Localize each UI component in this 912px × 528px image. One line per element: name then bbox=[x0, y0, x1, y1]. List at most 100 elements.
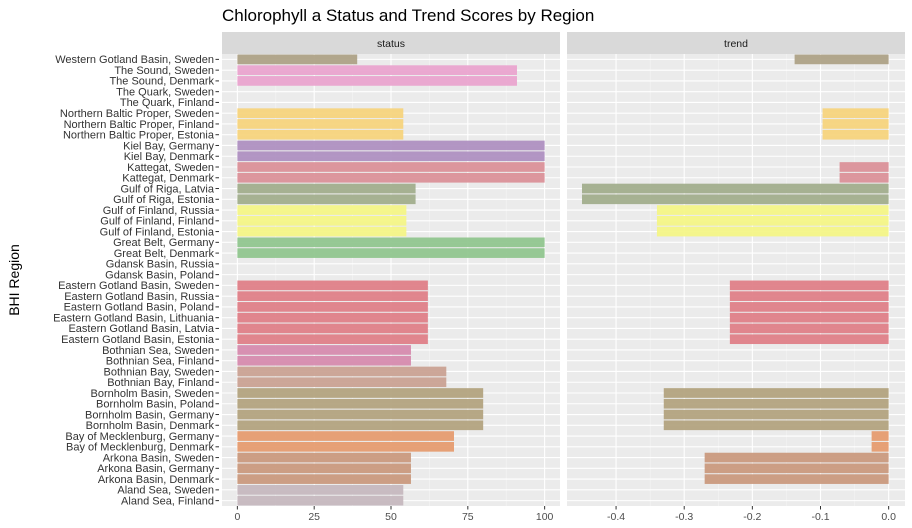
bar bbox=[729, 334, 889, 345]
bar bbox=[237, 345, 411, 355]
y-tick-label: Gulf of Finland, Finland bbox=[100, 216, 214, 228]
bar bbox=[822, 119, 889, 129]
bar bbox=[237, 215, 407, 226]
y-tick-label: The Quark, Sweden bbox=[116, 86, 214, 98]
y-tick-label: Gdansk Basin, Russia bbox=[106, 259, 215, 271]
panel-strip bbox=[567, 32, 905, 54]
y-tick-label: Kattegat, Denmark bbox=[122, 173, 214, 185]
y-tick-label: Aland Sea, Finland bbox=[121, 495, 214, 507]
bar bbox=[663, 398, 889, 409]
y-tick-label: The Sound, Denmark bbox=[109, 76, 214, 88]
y-tick-label: Northern Baltic Proper, Sweden bbox=[60, 108, 214, 120]
bar bbox=[237, 463, 411, 474]
bar bbox=[237, 312, 428, 323]
bar bbox=[729, 312, 889, 323]
x-tick-label: -0.3 bbox=[675, 511, 693, 523]
bar bbox=[871, 441, 889, 452]
bar bbox=[237, 366, 447, 377]
bar bbox=[581, 183, 889, 194]
bar bbox=[581, 194, 889, 205]
x-tick-label: -0.1 bbox=[811, 511, 829, 523]
bar bbox=[237, 205, 407, 215]
bar bbox=[237, 409, 484, 420]
y-tick-label: Kiel Bay, Denmark bbox=[124, 151, 215, 163]
panel-strip-label: status bbox=[377, 38, 405, 50]
bar bbox=[237, 485, 404, 495]
bar bbox=[237, 334, 428, 345]
y-tick-label: Northern Baltic Proper, Estonia bbox=[63, 130, 215, 142]
bar bbox=[237, 151, 545, 162]
y-axis-label: BHI Region bbox=[6, 244, 22, 316]
panel-background bbox=[567, 54, 905, 506]
bar bbox=[871, 431, 889, 441]
bar bbox=[656, 205, 889, 215]
bar bbox=[237, 452, 411, 463]
y-tick-label: Bothnian Bay, Sweden bbox=[104, 366, 214, 378]
y-tick-label: Gdansk Basin, Poland bbox=[105, 269, 214, 281]
bar bbox=[237, 474, 411, 484]
x-tick-label: 100 bbox=[536, 511, 554, 523]
y-tick-label: Bornholm Basin, Denmark bbox=[86, 420, 215, 432]
bar bbox=[656, 226, 889, 237]
panel-strip-label: trend bbox=[724, 38, 748, 50]
y-tick-label: Northern Baltic Proper, Finland bbox=[64, 119, 214, 131]
bar bbox=[704, 474, 889, 484]
bar bbox=[237, 226, 407, 237]
bar bbox=[237, 183, 416, 194]
bar bbox=[237, 377, 447, 388]
y-tick-label: The Sound, Sweden bbox=[114, 65, 214, 77]
bar bbox=[237, 140, 545, 151]
bar bbox=[237, 237, 545, 248]
bar bbox=[822, 129, 889, 140]
bar bbox=[237, 355, 411, 366]
bar bbox=[237, 172, 545, 183]
bar bbox=[237, 495, 404, 506]
y-tick-label: Kattegat, Sweden bbox=[127, 162, 214, 174]
bar bbox=[729, 323, 889, 334]
bar bbox=[237, 54, 358, 65]
y-tick-label: Great Belt, Germany bbox=[113, 237, 214, 249]
bar bbox=[237, 162, 545, 172]
bar bbox=[237, 65, 517, 75]
bar bbox=[237, 323, 428, 334]
bar bbox=[237, 129, 404, 140]
y-tick-label: Great Belt, Denmark bbox=[114, 248, 215, 260]
y-tick-label: Bay of Mecklenburg, Denmark bbox=[66, 442, 214, 454]
bar bbox=[663, 388, 889, 398]
bar bbox=[237, 441, 454, 452]
x-tick-label: 75 bbox=[462, 511, 474, 523]
panel-strip bbox=[222, 32, 560, 54]
bar bbox=[237, 280, 428, 291]
bar bbox=[237, 291, 428, 301]
y-tick-label: Gulf of Riga, Latvia bbox=[120, 183, 214, 195]
bar bbox=[794, 54, 889, 65]
x-tick-label: 0.0 bbox=[881, 511, 896, 523]
y-tick-label: Arkona Basin, Sweden bbox=[103, 452, 214, 464]
bar bbox=[839, 172, 889, 183]
y-tick-label: The Quark, Finland bbox=[120, 97, 214, 109]
bar bbox=[237, 398, 484, 409]
bar bbox=[237, 76, 517, 86]
bar bbox=[663, 409, 889, 420]
y-tick-label: Eastern Gotland Basin, Russia bbox=[64, 291, 215, 303]
panel-status: status 0 25 50 75 100 bbox=[222, 32, 560, 523]
bar bbox=[656, 215, 889, 226]
y-tick-label: Eastern Gotland Basin, Estonia bbox=[61, 334, 215, 346]
bar bbox=[237, 248, 545, 258]
y-tick-label: Bornholm Basin, Germany bbox=[85, 409, 214, 421]
panel-trend: trend -0.4 -0.3 -0.2 -0.1 0.0 bbox=[567, 32, 905, 523]
y-tick-label: Bothnian Sea, Finland bbox=[106, 356, 214, 368]
x-tick-label: 25 bbox=[308, 511, 320, 523]
y-tick-label: Gulf of Finland, Estonia bbox=[100, 226, 215, 238]
bar bbox=[663, 420, 889, 431]
y-tick-label: Bothnian Sea, Sweden bbox=[102, 345, 214, 357]
y-tick-label: Bornholm Basin, Sweden bbox=[90, 388, 214, 400]
bar bbox=[822, 108, 889, 119]
y-tick-label: Eastern Gotland Basin, Sweden bbox=[58, 280, 214, 292]
bar bbox=[729, 280, 889, 291]
y-tick-label: Bothnian Bay, Finland bbox=[107, 377, 214, 389]
y-tick-label: Bornholm Basin, Poland bbox=[96, 399, 214, 411]
bar bbox=[704, 452, 889, 463]
y-tick-label: Arkona Basin, Denmark bbox=[98, 474, 215, 486]
